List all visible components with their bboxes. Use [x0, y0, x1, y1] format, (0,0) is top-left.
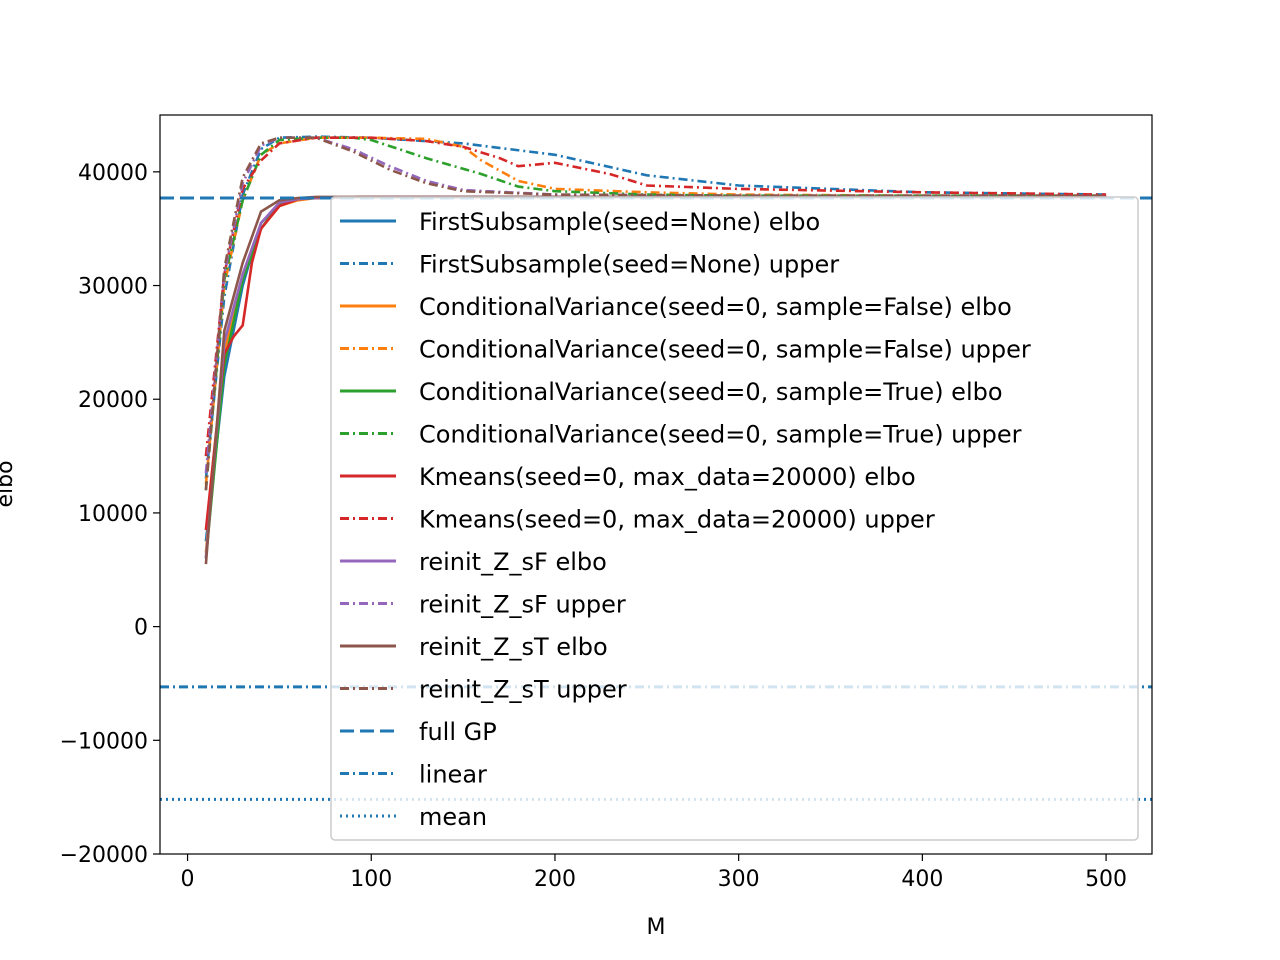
legend-label-14: mean [419, 803, 487, 831]
legend-label-9: reinit_Z_sF upper [419, 591, 626, 619]
x-tick-label: 100 [350, 867, 392, 892]
legend-label-13: linear [419, 761, 487, 789]
legend-label-3: ConditionalVariance(seed=0, sample=False… [419, 336, 1031, 364]
series-line-1 [204, 135, 1107, 479]
y-axis: −20000 −10000 0 10000 20000 30000 40000 [60, 161, 160, 868]
series-line-5 [204, 136, 1107, 491]
legend-label-2: ConditionalVariance(seed=0, sample=False… [419, 293, 1012, 321]
legend-label-1: FirstSubsample(seed=None) upper [419, 251, 839, 279]
legend: FirstSubsample(seed=None) elbo FirstSubsa… [330, 196, 1139, 841]
series-line-7 [204, 136, 1107, 457]
x-tick-label: 200 [534, 867, 576, 892]
legend-label-6: Kmeans(seed=0, max_data=20000) elbo [419, 463, 916, 491]
legend-label-0: FirstSubsample(seed=None) elbo [419, 208, 820, 236]
legend-label-12: full GP [419, 718, 497, 746]
y-tick-label: 30000 [78, 275, 148, 300]
x-axis: 0 100 200 300 400 500 [181, 854, 1127, 892]
x-tick-label: 500 [1085, 867, 1127, 892]
x-axis-label: M [647, 915, 666, 940]
plot-frame [159, 114, 1153, 855]
y-axis-label: elbo [0, 460, 18, 507]
y-tick-label: −10000 [60, 729, 148, 754]
legend-label-10: reinit_Z_sT elbo [419, 633, 608, 661]
legend-label-11: reinit_Z_sT upper [419, 676, 627, 704]
legend-label-4: ConditionalVariance(seed=0, sample=True)… [419, 378, 1003, 406]
y-tick-label: 20000 [78, 388, 148, 413]
legend-label-5: ConditionalVariance(seed=0, sample=True)… [419, 421, 1022, 449]
legend-label-7: Kmeans(seed=0, max_data=20000) upper [419, 506, 935, 534]
legend-box [330, 196, 1139, 841]
y-tick-label: 0 [134, 616, 148, 641]
x-tick-label: 0 [181, 867, 195, 892]
y-tick-label: 40000 [78, 161, 148, 186]
series-line-11 [204, 136, 1107, 491]
legend-label-8: reinit_Z_sF elbo [419, 548, 607, 576]
y-tick-label: 10000 [78, 502, 148, 527]
x-tick-label: 400 [901, 867, 943, 892]
x-tick-label: 300 [718, 867, 760, 892]
y-tick-label: −20000 [60, 843, 148, 868]
